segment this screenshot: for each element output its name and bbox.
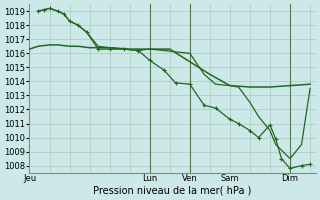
X-axis label: Pression niveau de la mer( hPa ): Pression niveau de la mer( hPa )	[93, 186, 252, 196]
